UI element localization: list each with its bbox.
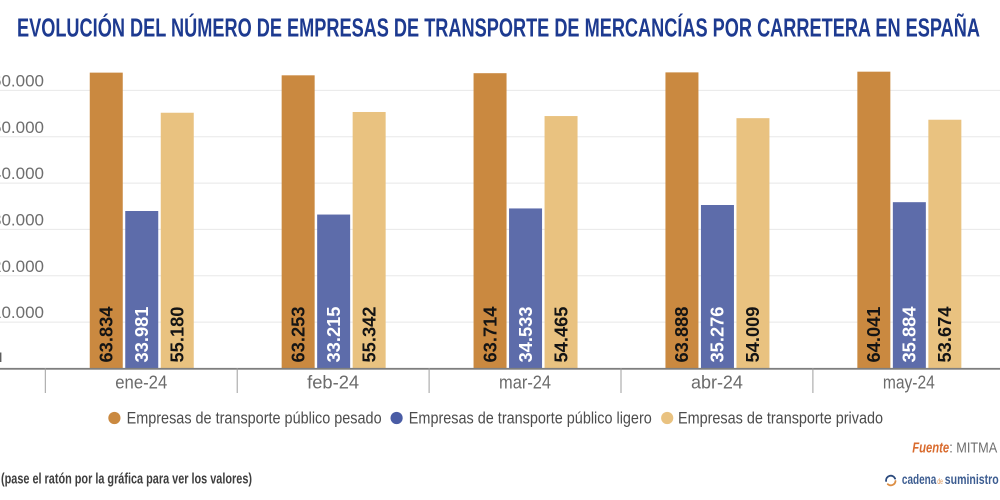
- svg-text:Empresas de transporte público: Empresas de transporte público pesado: [127, 409, 382, 428]
- svg-text:feb-24: feb-24: [307, 372, 359, 392]
- svg-text:Fuente: Fuente: [912, 439, 949, 456]
- svg-text:55.180: 55.180: [167, 307, 187, 363]
- svg-text:30.000: 30.000: [0, 210, 44, 229]
- svg-text:60.000: 60.000: [0, 71, 44, 90]
- svg-text:: MITMA: : MITMA: [949, 439, 997, 456]
- svg-text:Empresas de transporte privado: Empresas de transporte privado: [678, 409, 883, 428]
- svg-text:63.253: 63.253: [288, 307, 308, 363]
- svg-text:de: de: [937, 476, 943, 486]
- svg-text:53.674: 53.674: [935, 307, 955, 363]
- svg-text:ene-24: ene-24: [115, 372, 167, 392]
- svg-text:mar-24: mar-24: [499, 372, 551, 392]
- svg-text:may-24: may-24: [883, 372, 935, 392]
- svg-text:33.981: 33.981: [132, 307, 152, 363]
- svg-text:33.215: 33.215: [324, 307, 344, 363]
- svg-text:20.000: 20.000: [0, 257, 44, 276]
- svg-text:40.000: 40.000: [0, 164, 44, 183]
- svg-text:63.714: 63.714: [480, 307, 500, 363]
- svg-text:10.000: 10.000: [0, 303, 44, 322]
- svg-text:35.884: 35.884: [900, 307, 920, 363]
- svg-text:50.000: 50.000: [0, 118, 44, 137]
- svg-text:63.888: 63.888: [672, 307, 692, 363]
- svg-text:64.041: 64.041: [864, 307, 884, 363]
- svg-text:54.465: 54.465: [551, 307, 571, 363]
- svg-text:35.276: 35.276: [708, 307, 728, 363]
- svg-text:EVOLUCIÓN DEL NÚMERO DE EMPRES: EVOLUCIÓN DEL NÚMERO DE EMPRESAS DE TRAN…: [17, 13, 980, 43]
- svg-text:cadena: cadena: [902, 471, 937, 487]
- svg-text:55.342: 55.342: [359, 307, 379, 363]
- svg-text:54.009: 54.009: [743, 307, 763, 363]
- svg-text:(pase el ratón por la gráfica: (pase el ratón por la gráfica para ver l…: [1, 470, 252, 487]
- svg-text:abr-24: abr-24: [691, 372, 743, 392]
- svg-text:Empresas de transporte público: Empresas de transporte público ligero: [409, 409, 652, 428]
- svg-text:34.533: 34.533: [516, 307, 536, 363]
- svg-text:63.834: 63.834: [96, 307, 116, 363]
- svg-text:suministro: suministro: [945, 471, 999, 487]
